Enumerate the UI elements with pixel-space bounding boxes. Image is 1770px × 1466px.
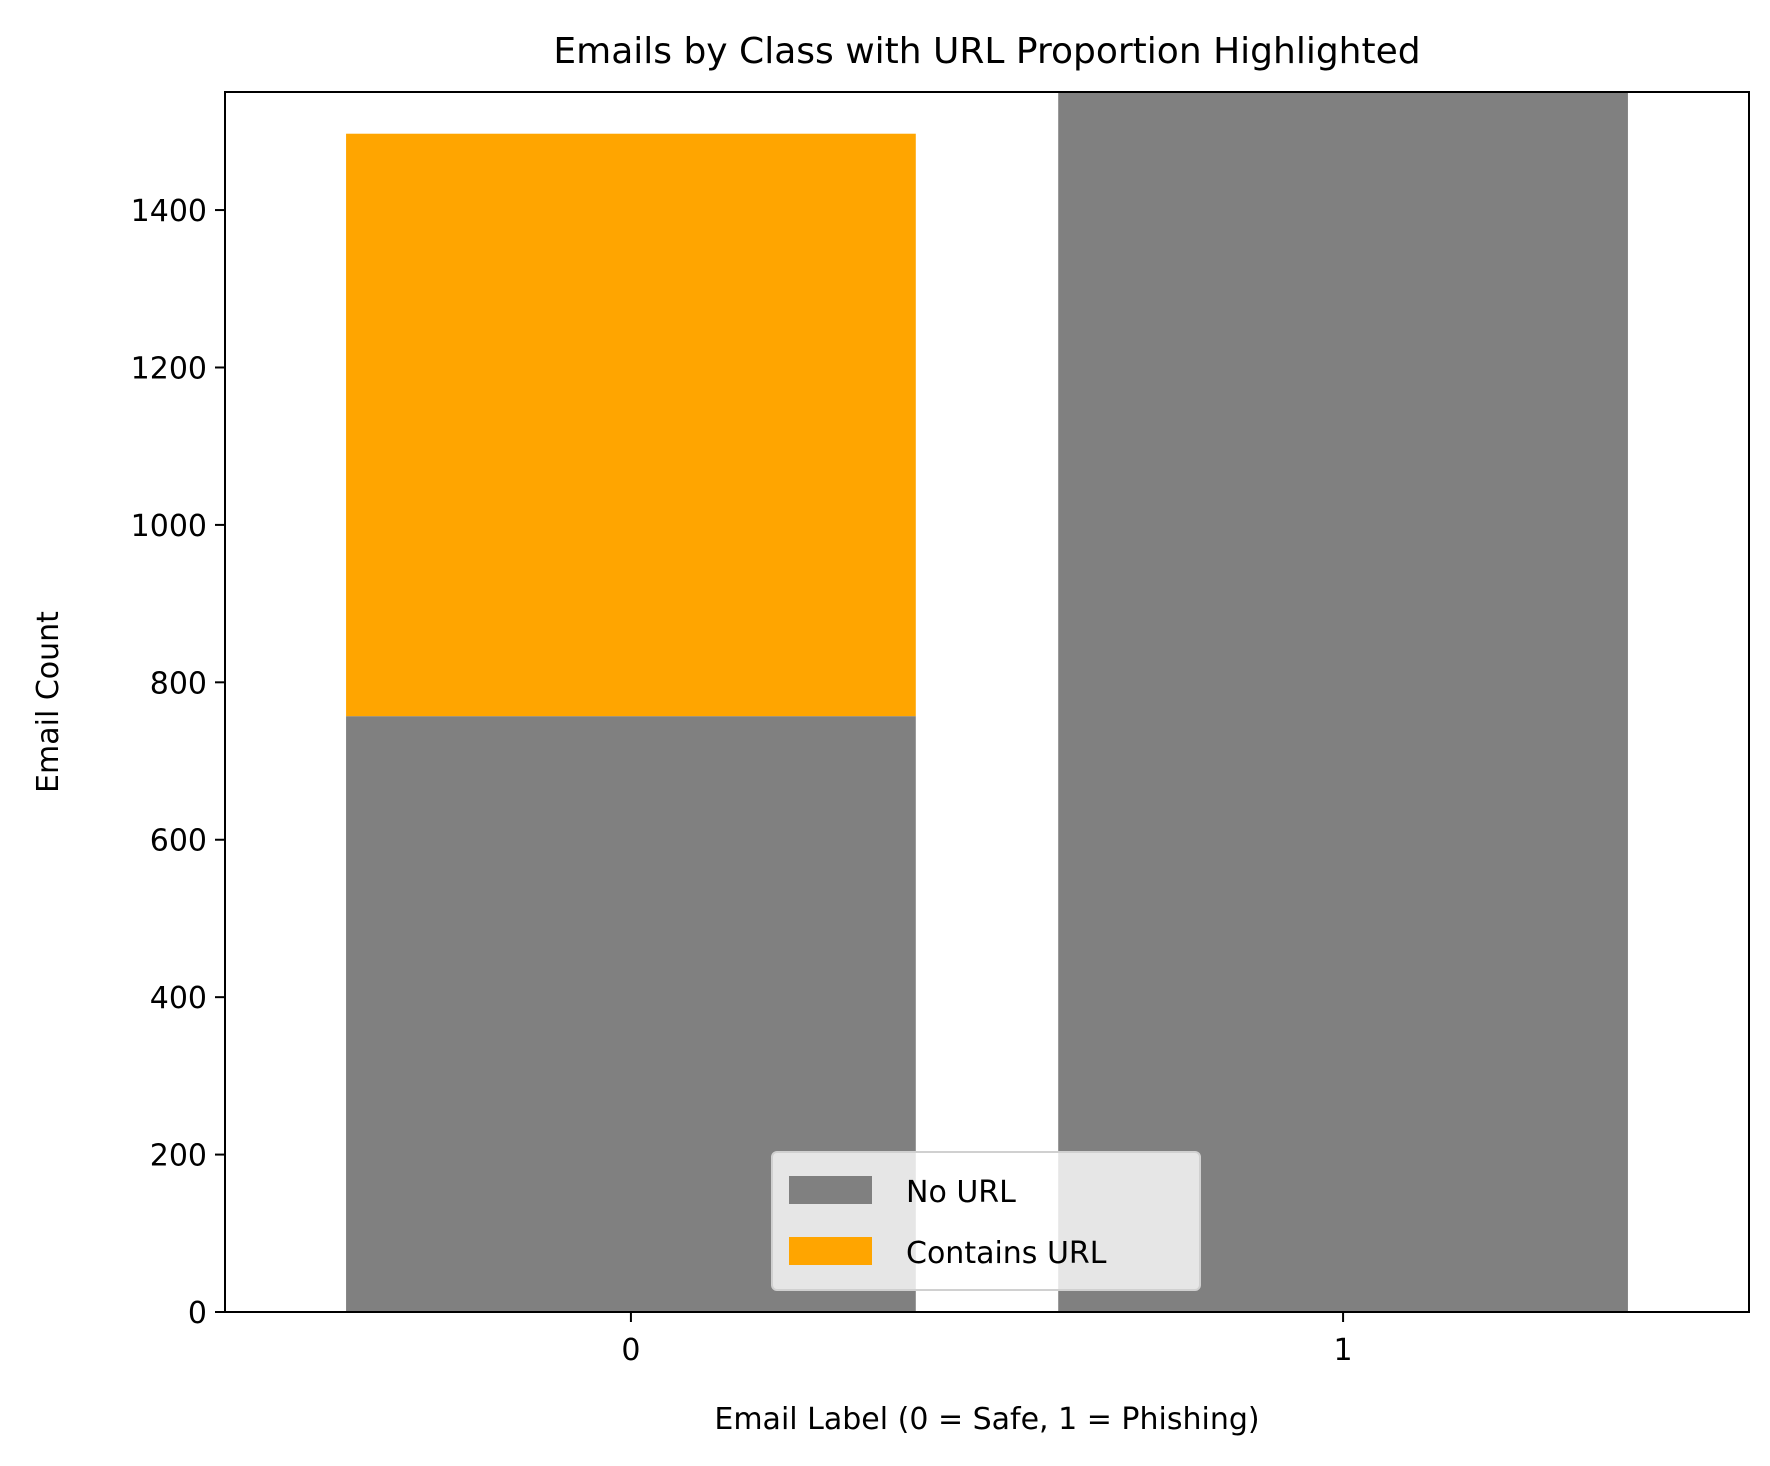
x-tick-label: 1 [1334, 1333, 1353, 1368]
y-tick-label: 600 [150, 824, 207, 859]
y-axis-label: Email Count [31, 611, 66, 793]
ticks-layer: 0 200 400 600 800 1000 1200 1400 0 1 [131, 194, 1353, 1368]
chart-title: Emails by Class with URL Proportion High… [553, 31, 1420, 72]
x-tick-label: 0 [621, 1333, 640, 1368]
y-tick-label: 1000 [131, 509, 207, 544]
bars-layer [346, 92, 1628, 1312]
y-tick-label: 1400 [131, 194, 207, 229]
y-tick-label: 0 [188, 1296, 207, 1331]
legend-box [771, 1151, 1201, 1291]
y-tick-label: 1200 [131, 351, 207, 386]
legend-label: No URL [906, 1175, 1016, 1210]
bar-no-url-1 [1058, 92, 1628, 1312]
legend-swatch [789, 1176, 872, 1204]
legend: No URL Contains URL [771, 1151, 1201, 1291]
legend-swatch [789, 1237, 872, 1265]
y-tick-label: 400 [150, 981, 207, 1016]
legend-label: Contains URL [906, 1236, 1107, 1271]
bar-contains-url-0 [346, 133, 916, 717]
y-tick-label: 200 [150, 1139, 207, 1174]
x-axis-label: Email Label (0 = Safe, 1 = Phishing) [714, 1402, 1259, 1437]
plot-frame [224, 91, 1750, 1313]
y-tick-label: 800 [150, 666, 207, 701]
